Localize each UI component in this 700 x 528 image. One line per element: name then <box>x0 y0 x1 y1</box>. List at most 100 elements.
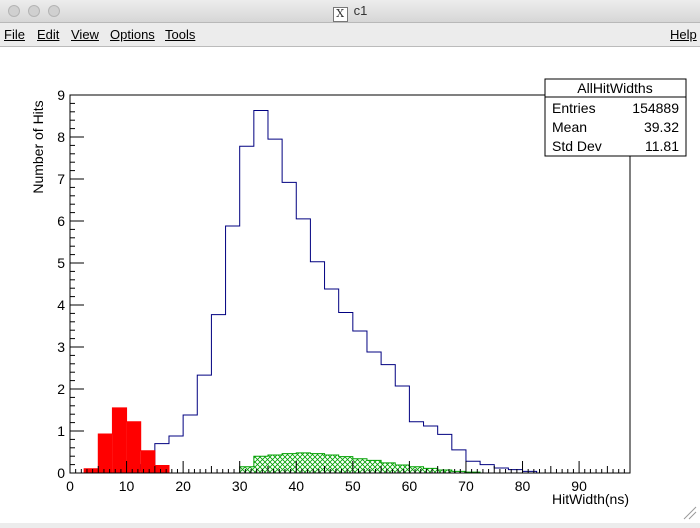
histogram-bin <box>381 462 396 473</box>
histogram-bin <box>452 450 466 473</box>
menu-file[interactable]: File <box>4 27 25 42</box>
histogram-plot: 0 10 20 30 40 50 60 70 80 90 0 1 2 3 4 5 6 7 8 9 Number of … <box>30 78 697 520</box>
stats-stddev-label: Std Dev <box>552 138 602 154</box>
plot-canvas[interactable]: 0 10 20 30 40 50 60 70 80 90 0 1 2 3 4 5 6 7 8 9 Number of … <box>0 46 700 523</box>
histogram-bin <box>296 219 310 473</box>
menu-bar: File Edit View Options Tools Help <box>0 23 700 45</box>
histogram-bin <box>310 453 325 473</box>
y-tick-label: 1 <box>57 423 65 439</box>
y-tick-label: 6 <box>57 213 65 229</box>
resize-grip-icon[interactable] <box>683 506 697 520</box>
y-tick-label: 2 <box>57 381 65 397</box>
histogram-bin <box>409 422 423 473</box>
histogram-bin <box>466 461 480 473</box>
y-tick-label: 8 <box>57 129 65 145</box>
y-tick-label: 5 <box>57 255 65 271</box>
histogram-bin <box>296 452 311 473</box>
close-window-button[interactable] <box>8 5 20 17</box>
stats-mean-value: 39.32 <box>644 119 679 135</box>
menu-help[interactable]: Help <box>670 27 697 42</box>
series-outline <box>83 407 170 473</box>
stats-mean-label: Mean <box>552 119 587 135</box>
y-axis-label: Number of Hits <box>30 100 46 193</box>
histogram-bin <box>282 182 296 473</box>
histogram-bin <box>338 456 353 473</box>
zoom-window-button[interactable] <box>48 5 60 17</box>
histogram-bin <box>169 436 183 473</box>
histogram-bin <box>352 458 367 473</box>
histogram-bin <box>508 470 522 473</box>
histogram-bin <box>339 313 353 473</box>
menu-edit[interactable]: Edit <box>37 27 60 42</box>
menu-tools[interactable]: Tools <box>165 27 196 42</box>
series-outline <box>126 110 538 473</box>
histogram-bin <box>211 315 225 473</box>
histogram-bin <box>240 146 254 473</box>
y-tick-label: 4 <box>57 297 65 313</box>
y-tick-label: 7 <box>57 171 65 187</box>
histogram-bin <box>367 352 381 473</box>
histogram-bin <box>197 375 211 473</box>
stats-title: AllHitWidths <box>577 80 652 96</box>
histogram-bin <box>494 468 508 473</box>
histogram-bin <box>183 415 197 473</box>
series-outline <box>239 452 481 473</box>
histogram-bin <box>226 226 240 473</box>
histogram-bin <box>310 262 324 473</box>
series-hatched <box>239 452 481 473</box>
histogram-bin <box>409 466 424 473</box>
histogram-bin <box>451 471 466 473</box>
histogram-bin <box>267 454 283 473</box>
histogram-bin <box>154 465 169 473</box>
histogram-bin <box>381 365 395 473</box>
histogram-bin <box>395 465 410 473</box>
x-tick-label: 0 <box>66 478 74 494</box>
x11-icon: X <box>332 7 348 22</box>
x-tick-label: 70 <box>458 478 474 494</box>
histogram-bin <box>140 450 155 473</box>
x-tick-label: 30 <box>232 478 248 494</box>
x-axis-label: HitWidth(ns) <box>552 491 629 507</box>
stats-stddev-value: 11.81 <box>645 138 679 154</box>
histogram-bin <box>325 289 339 473</box>
histogram-bin <box>254 111 268 473</box>
histogram-bin <box>324 454 339 473</box>
x-tick-label: 10 <box>119 478 135 494</box>
series-outline <box>126 110 538 473</box>
histogram-bin <box>126 421 141 473</box>
histogram-bin <box>438 434 452 473</box>
plot-frame <box>69 94 631 474</box>
stats-box: AllHitWidths Entries 154889 Mean 39.32 S… <box>544 78 687 157</box>
histogram-bin <box>98 433 113 473</box>
menu-options[interactable]: Options <box>110 27 155 42</box>
histogram-bin <box>353 331 367 473</box>
histogram-bin <box>268 139 282 473</box>
x-tick-label: 60 <box>402 478 418 494</box>
histogram-bin <box>239 466 254 473</box>
histogram-bin <box>253 456 268 473</box>
x-tick-label: 40 <box>288 478 304 494</box>
histogram-bin <box>423 468 438 473</box>
histogram-bin <box>366 460 382 473</box>
histogram-bin <box>84 468 99 473</box>
y-tick-label: 0 <box>57 465 65 481</box>
stats-entries-label: Entries <box>552 100 596 116</box>
histogram-bin <box>112 407 127 473</box>
y-tick-label: 9 <box>57 87 65 103</box>
menu-view[interactable]: View <box>71 27 99 42</box>
x-tick-label: 80 <box>515 478 531 494</box>
series-filled <box>83 407 170 473</box>
minimize-window-button[interactable] <box>28 5 40 17</box>
histogram-bin <box>437 470 452 473</box>
histogram-bin <box>424 426 438 473</box>
histogram-bin <box>282 453 297 473</box>
y-tick-label: 3 <box>57 339 65 355</box>
x-tick-label: 90 <box>571 478 587 494</box>
window-title: c1 <box>353 3 368 18</box>
x-tick-label: 50 <box>345 478 361 494</box>
histogram-bin <box>395 386 409 473</box>
histogram-bin <box>480 465 494 473</box>
stats-entries-value: 154889 <box>632 100 679 116</box>
